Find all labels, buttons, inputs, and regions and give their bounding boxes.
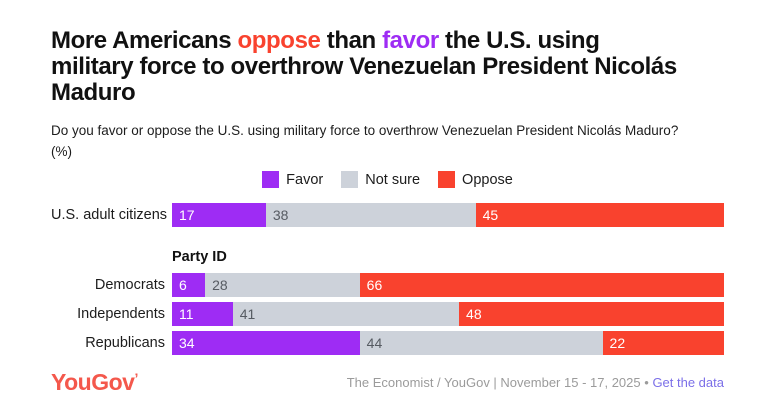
subtitle-question: Do you favor or oppose the U.S. using mi… (51, 123, 679, 138)
row-label: U.S. adult citizens (51, 207, 168, 223)
stacked-bar: 34 44 22 (172, 331, 724, 355)
stacked-bar: 6 28 66 (172, 273, 724, 297)
row-label: Republicans (85, 335, 165, 351)
not-sure-swatch-icon (341, 171, 359, 188)
title-text: More Americans (51, 27, 238, 54)
bar-segment-favor: 11 (172, 302, 233, 326)
bar-segment-oppose: 45 (475, 203, 724, 227)
bar-segment-oppose: 48 (459, 302, 724, 326)
legend-label: Oppose (462, 171, 513, 188)
row-label: Independents (77, 306, 165, 322)
chart-row: Democrats 6 28 66 (51, 273, 724, 297)
bar-segment-oppose: 66 (359, 273, 724, 297)
legend-item-favor: Favor (262, 171, 323, 188)
legend-label: Not sure (365, 171, 421, 188)
bar-segment-not-sure: 28 (205, 273, 360, 297)
bar-segment-favor: 17 (172, 203, 266, 227)
title-highlight-oppose: oppose (237, 27, 321, 54)
bar-segment-favor: 6 (172, 273, 206, 297)
title-text: the U.S. using military force to overthr… (51, 27, 677, 106)
title-text: than (320, 27, 383, 54)
stacked-bar-chart: U.S. adult citizens 17 38 45 Party ID Democ… (51, 203, 724, 355)
chart-subtitle: Do you favor or oppose the U.S. using mi… (51, 120, 724, 162)
stacked-bar: 17 38 45 (172, 203, 724, 227)
title-highlight-favor: favor (382, 27, 439, 54)
bar-segment-not-sure: 41 (232, 302, 460, 326)
chart-row: U.S. adult citizens 17 38 45 (51, 203, 724, 227)
legend-item-oppose: Oppose (438, 171, 513, 188)
legend: Favor Not sure Oppose (51, 171, 724, 188)
row-label: Democrats (94, 277, 165, 293)
favor-swatch-icon (262, 171, 280, 188)
bar-segment-favor: 34 (172, 331, 360, 355)
chart-row: Independents 11 41 48 (51, 302, 724, 326)
page-title: More Americans oppose than favor the U.S… (51, 28, 683, 106)
yougov-logo: YouGov (51, 369, 138, 396)
stacked-bar: 11 41 48 (172, 302, 724, 326)
source-line: The Economist / YouGov | November 15 - 1… (347, 375, 724, 390)
source-text: The Economist / YouGov | November 15 - 1… (346, 375, 641, 390)
party-id-rows: Democrats 6 28 66 Independents 11 41 48 Republic… (51, 273, 724, 355)
get-the-data-link[interactable]: Get the data (652, 375, 724, 390)
bar-segment-not-sure: 44 (359, 331, 603, 355)
oppose-swatch-icon (438, 171, 456, 188)
bar-segment-oppose: 22 (602, 331, 724, 355)
source-separator: • (644, 375, 649, 390)
subtitle-unit: (%) (51, 144, 72, 159)
legend-label: Favor (286, 171, 324, 188)
chart-row: Republicans 34 44 22 (51, 331, 724, 355)
bar-segment-not-sure: 38 (265, 203, 476, 227)
legend-item-not-sure: Not sure (341, 171, 420, 188)
footer: YouGov The Economist / YouGov | November… (51, 369, 724, 396)
party-id-section-header: Party ID (172, 249, 227, 265)
overall-rows: U.S. adult citizens 17 38 45 (51, 203, 724, 227)
